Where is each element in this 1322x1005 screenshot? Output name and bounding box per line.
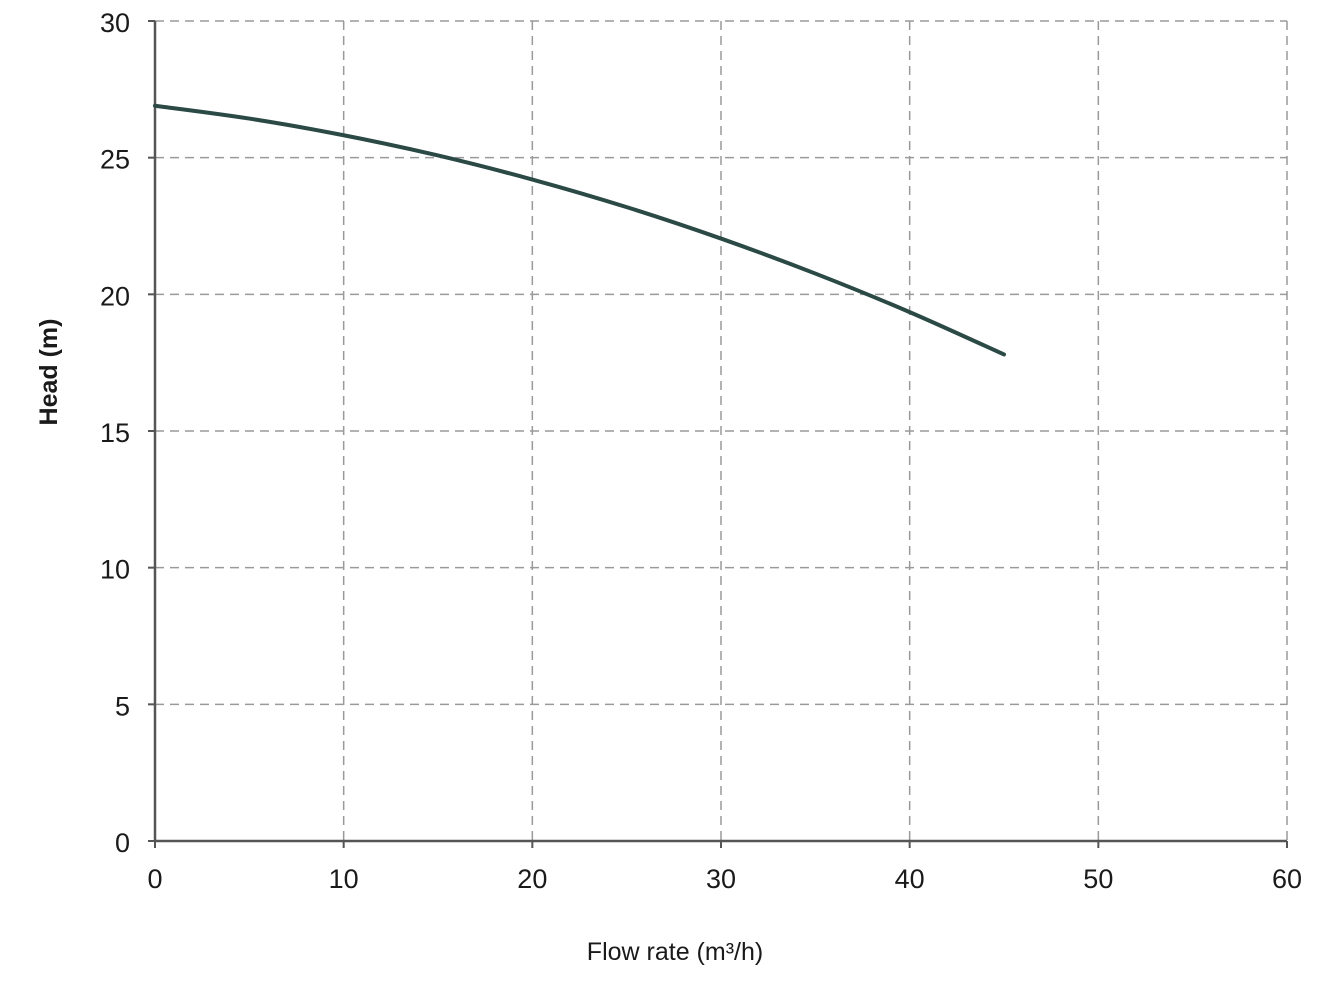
x-tick-label: 50 (1083, 864, 1113, 894)
x-tick-label: 0 (147, 864, 162, 894)
y-tick-label: 0 (115, 828, 130, 858)
grid (155, 20, 1288, 841)
y-tick-label: 10 (100, 555, 130, 585)
y-axis-label: Head (m) (35, 319, 63, 426)
y-tick-label: 25 (100, 145, 130, 175)
head-curve (153, 103, 1006, 357)
tick-labels: 0 10 20 30 40 50 60 0 5 10 15 20 25 30 (100, 8, 1302, 894)
series (153, 103, 1006, 357)
x-tick-label: 20 (517, 864, 547, 894)
y-tick-label: 20 (100, 281, 130, 311)
x-tick-label: 40 (895, 864, 925, 894)
y-tick-label: 30 (100, 8, 130, 38)
x-tick-label: 10 (329, 864, 359, 894)
x-axis-label: Flow rate (m³/h) (587, 938, 763, 966)
x-tick-label: 30 (706, 864, 736, 894)
axes (148, 20, 1288, 848)
y-tick-label: 15 (100, 418, 130, 448)
x-tick-label: 60 (1272, 864, 1302, 894)
y-tick-label: 5 (115, 691, 130, 721)
